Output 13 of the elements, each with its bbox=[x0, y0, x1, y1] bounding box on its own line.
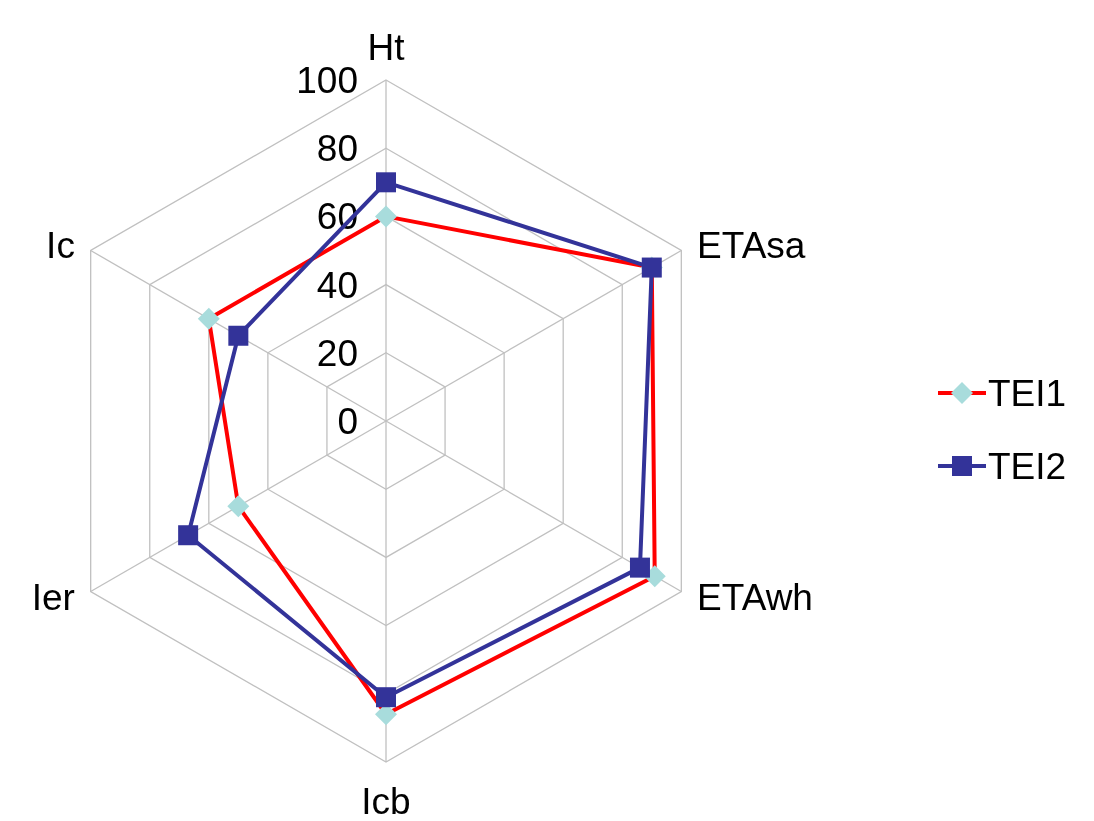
spoke-label: Ic bbox=[46, 225, 75, 267]
spoke-label: ETAsa bbox=[697, 225, 806, 267]
y-tick-label: 80 bbox=[316, 128, 358, 170]
spoke-label: Ier bbox=[31, 576, 75, 618]
y-tick-label: 40 bbox=[316, 264, 358, 306]
y-tick-label: 100 bbox=[296, 59, 358, 101]
legend-label: TEI1 bbox=[988, 372, 1067, 414]
spoke-label: ETAwh bbox=[697, 576, 813, 618]
y-tick-label: 20 bbox=[316, 332, 358, 374]
y-tick-label: 0 bbox=[337, 400, 358, 442]
spoke-label: Icb bbox=[361, 781, 411, 821]
spoke-label: Ht bbox=[367, 26, 406, 68]
legend-label: TEI2 bbox=[988, 445, 1067, 487]
